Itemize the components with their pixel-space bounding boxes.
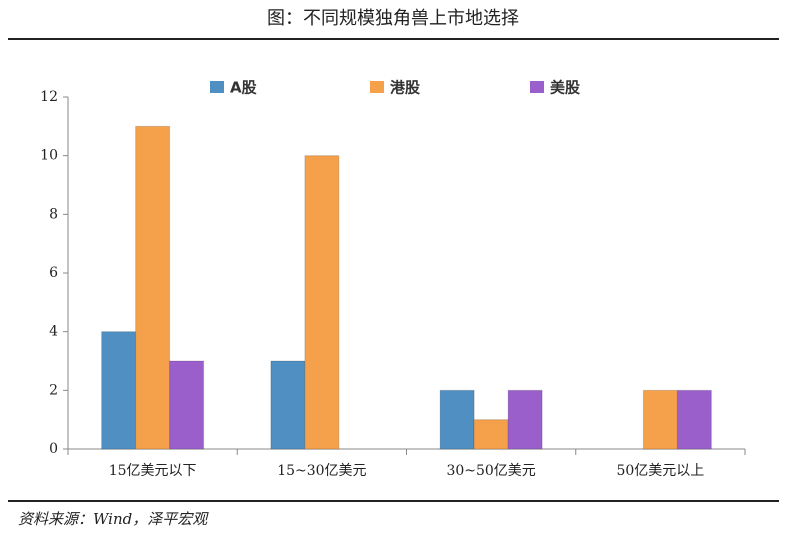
x-tick-label: 15~30亿美元 bbox=[277, 463, 366, 479]
bar bbox=[439, 389, 475, 450]
y-tick-label: 2 bbox=[49, 382, 58, 398]
y-tick-label: 6 bbox=[49, 265, 58, 281]
x-tick-label: 15亿美元以下 bbox=[109, 463, 197, 479]
legend-swatch bbox=[370, 81, 384, 93]
bar bbox=[135, 125, 171, 450]
y-tick-label: 8 bbox=[49, 206, 58, 222]
legend-label: 港股 bbox=[390, 79, 421, 97]
legend-swatch bbox=[210, 81, 224, 93]
bar bbox=[507, 389, 543, 450]
legend-swatch bbox=[530, 81, 544, 93]
bar bbox=[676, 389, 712, 450]
legend-label: 美股 bbox=[550, 79, 581, 97]
bar bbox=[101, 331, 137, 450]
legend-label: A股 bbox=[230, 79, 258, 97]
y-tick-label: 0 bbox=[49, 441, 58, 457]
chart-title: 图：不同规模独角兽上市地选择 bbox=[267, 8, 519, 29]
bar bbox=[169, 360, 205, 450]
x-tick-label: 30~50亿美元 bbox=[446, 463, 535, 479]
bar bbox=[304, 155, 340, 450]
bar bbox=[473, 419, 509, 450]
y-tick-label: 10 bbox=[40, 148, 58, 164]
x-tick-label: 50亿美元以上 bbox=[616, 463, 704, 479]
bar bbox=[642, 389, 678, 450]
y-tick-label: 4 bbox=[49, 324, 58, 340]
source-note: 资料来源：Wind，泽平宏观 bbox=[18, 510, 209, 528]
y-tick-label: 12 bbox=[40, 89, 58, 105]
bar bbox=[270, 360, 306, 450]
